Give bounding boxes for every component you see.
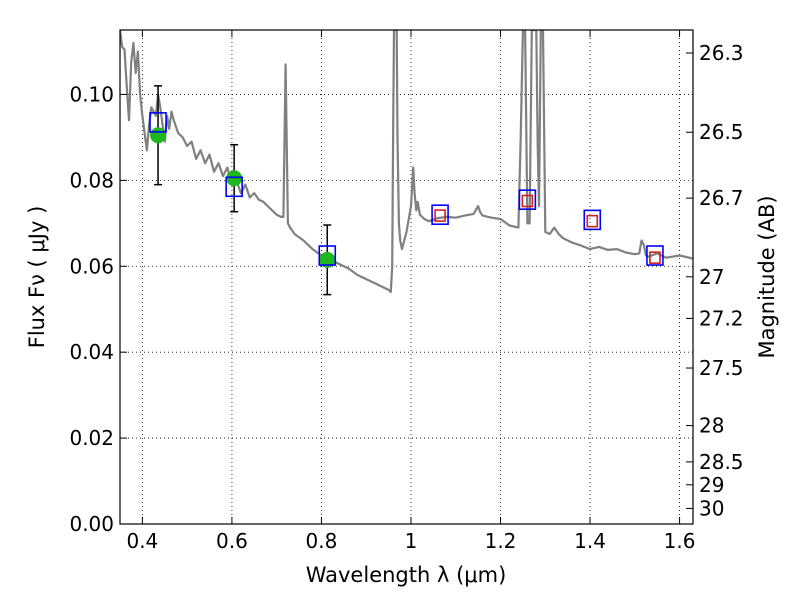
plot-frame [119, 29, 694, 525]
model-photometry-point [646, 245, 664, 266]
x-tick-label: 0.4 [126, 529, 158, 553]
x-tick-label: 1.6 [664, 529, 696, 553]
predicted-point [649, 251, 661, 264]
model-photometry-point [318, 245, 337, 266]
observed-flux-point [226, 170, 243, 187]
model-photometry-point [518, 189, 537, 210]
y-tick-label: 0.02 [69, 426, 114, 450]
y-tick-label: 0.10 [69, 82, 114, 106]
y-tick-label: 0.06 [69, 254, 114, 278]
series-layer [120, 30, 693, 296]
y-tick-label: 0.00 [69, 512, 114, 536]
plot-area [120, 30, 693, 296]
predicted-point [586, 214, 599, 228]
mag-tick-label: 27.5 [699, 356, 744, 380]
model-photometry-point [149, 112, 167, 133]
mag-tick-label: 26.7 [699, 186, 744, 210]
mag-tick-label: 26.5 [699, 120, 744, 144]
x-tick-label: 1.2 [485, 529, 517, 553]
x-tick-label: 0.8 [306, 529, 338, 553]
mag-tick-label: 29 [699, 473, 724, 497]
y-axis-label: Flux Fν ( μJy ) [25, 206, 49, 349]
x-tick-label: 1 [405, 529, 418, 553]
y2-axis-label: Magnitude (AB) [755, 195, 779, 358]
model-photometry-point [225, 176, 243, 198]
x-tick-label: 0.6 [216, 529, 248, 553]
model-photometry-point [583, 209, 602, 231]
mag-tick-label: 30 [699, 496, 724, 520]
model-sed-line [120, 30, 693, 294]
predicted-point [521, 194, 534, 208]
model-photometry-point [431, 204, 449, 226]
mag-tick-label: 27 [699, 265, 724, 289]
mag-tick-label: 27.2 [699, 306, 744, 330]
predicted-point [434, 209, 446, 222]
mag-tick-label: 26.3 [699, 41, 744, 65]
y-tick-label: 0.08 [69, 168, 114, 192]
observed-flux-point [150, 127, 167, 144]
grid-lines [120, 30, 693, 524]
y-tick-label: 0.04 [69, 340, 114, 364]
x-tick-label: 1.4 [574, 529, 606, 553]
axis-ticks: 0.4 0.6 0.8 1 1.2 1.4 1.6 0.00 0.02 0.04 0.06 0.08 0… [69, 30, 744, 553]
mag-tick-label: 28.5 [699, 450, 744, 474]
mag-tick-label: 28 [699, 414, 724, 438]
x-axis-label: Wavelength λ (μm) [306, 563, 507, 587]
